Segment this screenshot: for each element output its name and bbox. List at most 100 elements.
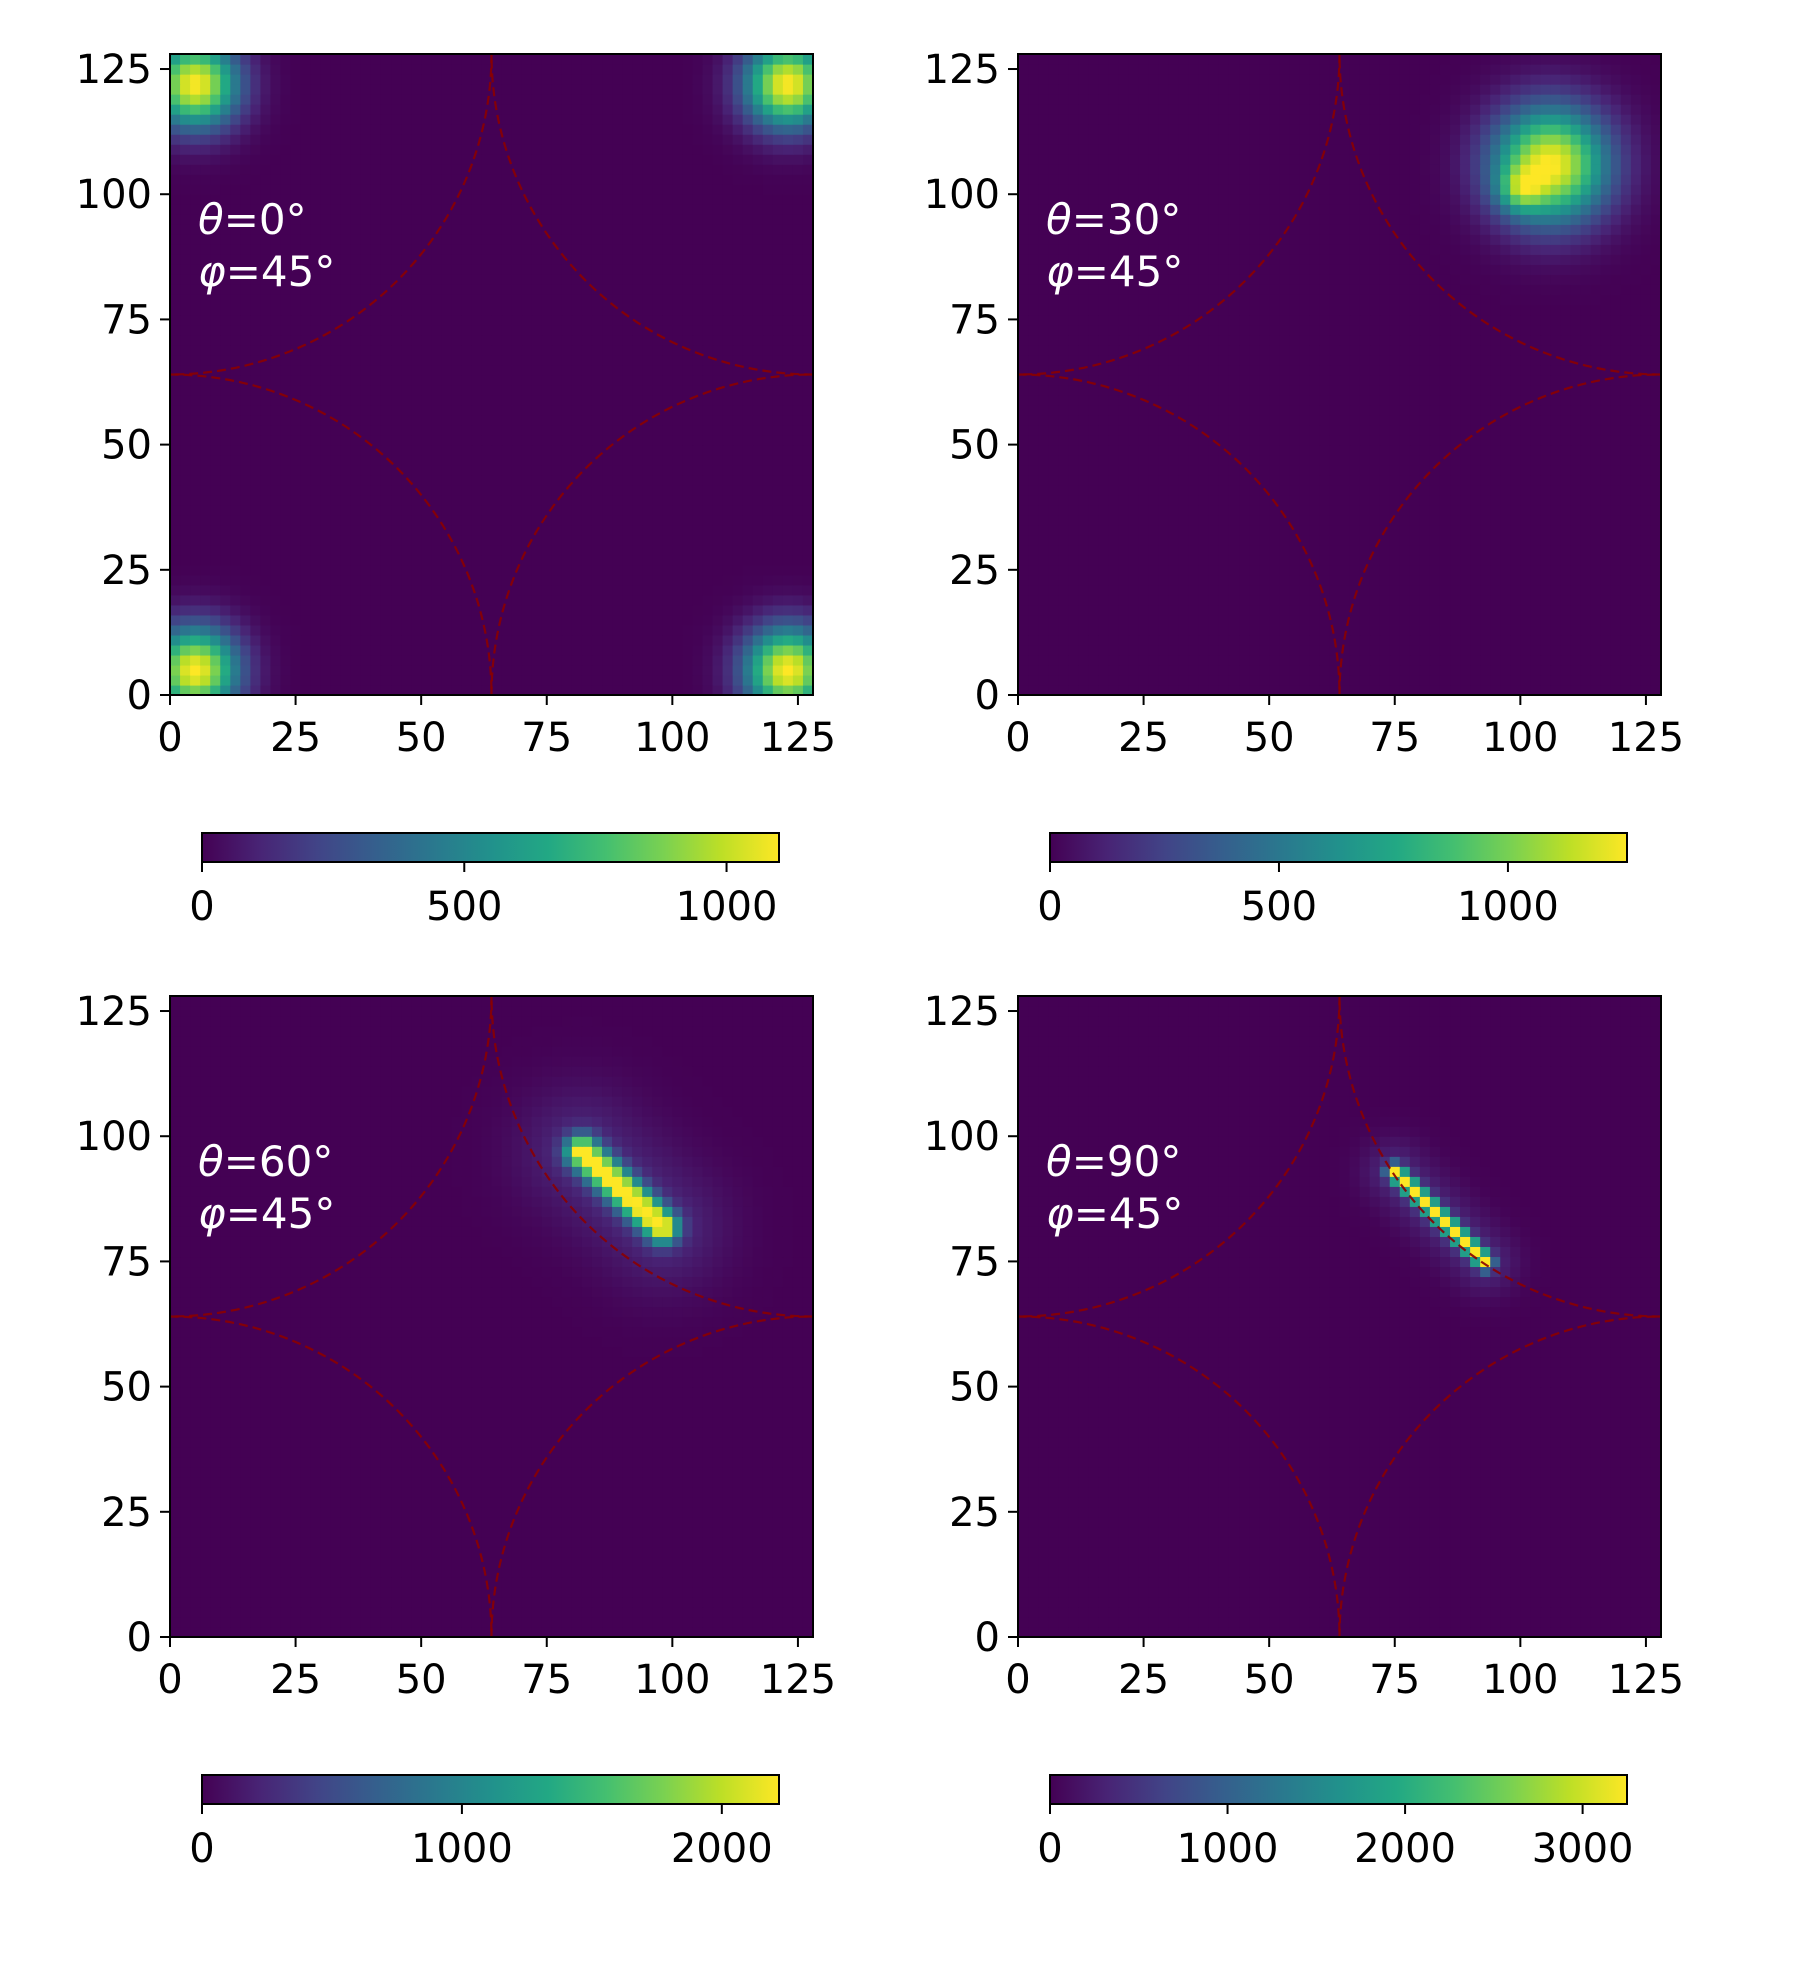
heatmap-cell (551, 94, 563, 105)
heatmap-cell (441, 124, 452, 135)
heatmap-cell (170, 554, 181, 566)
heatmap-cell (1128, 624, 1140, 636)
heatmap-cell (220, 214, 231, 225)
heatmap-cell (431, 594, 442, 606)
heatmap-cell (1249, 554, 1260, 566)
heatmap-cell (1138, 654, 1150, 666)
heatmap-cell (521, 74, 533, 85)
heatmap-cell (200, 354, 211, 366)
heatmap-cell (581, 364, 593, 376)
heatmap-cell (380, 604, 392, 616)
heatmap-cell (471, 134, 483, 145)
heatmap-cell (290, 564, 302, 576)
heatmap-cell (632, 124, 643, 135)
heatmap-cell (180, 204, 191, 215)
heatmap-cell (581, 104, 593, 115)
heatmap-cell (401, 464, 412, 476)
heatmap-cell (250, 474, 262, 486)
heatmap-cell (1259, 594, 1270, 606)
heatmap-cell (1540, 574, 1552, 586)
heatmap-cell (632, 84, 643, 95)
heatmap-cell (451, 134, 462, 145)
heatmap-cell (692, 344, 704, 356)
heatmap-cell (1640, 594, 1652, 606)
heatmap-cell (411, 184, 422, 195)
heatmap-cell (310, 194, 322, 205)
heatmap-cell (742, 224, 754, 235)
heatmap-cell (1510, 604, 1521, 616)
heatmap-cell (1409, 574, 1421, 586)
heatmap-cell (501, 84, 513, 95)
heatmap-cell (210, 404, 221, 416)
heatmap-cell (612, 684, 623, 696)
heatmap-cell (421, 504, 432, 516)
heatmap-cell (1249, 574, 1260, 586)
heatmap-cell (471, 144, 483, 155)
heatmap-cell (290, 494, 302, 506)
heatmap-cell (622, 204, 633, 215)
heatmap-cell (652, 164, 663, 175)
heatmap-cell (1419, 654, 1431, 666)
heatmap-cell (1218, 594, 1230, 606)
heatmap-cell (541, 644, 553, 656)
heatmap-cell (360, 144, 372, 155)
heatmap-cell (692, 524, 704, 536)
heatmap-cell (732, 544, 744, 556)
heatmap-cell (702, 434, 714, 446)
heatmap-cell (330, 274, 342, 285)
heatmap-cell (170, 334, 181, 346)
heatmap-cell (1108, 584, 1120, 596)
heatmap-cell (762, 604, 774, 616)
heatmap-cell (682, 214, 694, 225)
heatmap-cell (270, 254, 282, 265)
heatmap-cell (792, 414, 804, 426)
heatmap-cell (1640, 634, 1652, 646)
heatmap-cell (220, 404, 231, 416)
heatmap-cell (511, 314, 523, 326)
heatmap-cell (632, 424, 643, 436)
heatmap-cell (411, 474, 422, 486)
heatmap-cell (431, 94, 442, 105)
heatmap-cell (230, 234, 241, 245)
heatmap-cell (401, 494, 412, 506)
heatmap-cell (702, 454, 714, 466)
heatmap-cell (1470, 654, 1481, 666)
heatmap-cell (471, 644, 483, 656)
heatmap-cell (612, 314, 623, 326)
heatmap-cell (270, 474, 282, 486)
heatmap-cell (802, 234, 814, 245)
heatmap-cell (772, 534, 784, 546)
heatmap-cell (360, 604, 372, 616)
heatmap-cell (682, 594, 694, 606)
heatmap-cell (682, 654, 694, 666)
heatmap-cell (581, 434, 593, 446)
heatmap-cell (1208, 594, 1220, 606)
heatmap-cell (1058, 674, 1069, 686)
heatmap-cell (722, 384, 734, 396)
heatmap-cell (722, 334, 734, 346)
heatmap-cell (782, 394, 794, 406)
heatmap-cell (290, 144, 302, 155)
heatmap-cell (260, 504, 272, 516)
heatmap-cell (1419, 634, 1431, 646)
heatmap-cell (632, 324, 643, 336)
heatmap-cell (521, 654, 533, 666)
heatmap-cell (391, 494, 402, 506)
heatmap-cell (1329, 644, 1341, 656)
heatmap-cell (742, 94, 754, 105)
heatmap-cell (270, 584, 282, 596)
heatmap-cell (762, 404, 774, 416)
heatmap-cell (692, 374, 704, 386)
heatmap-cell (1399, 594, 1411, 606)
heatmap-cell (632, 314, 643, 326)
heatmap-cell (632, 624, 643, 636)
heatmap-cell (240, 454, 251, 466)
heatmap-cell (772, 324, 784, 336)
heatmap-cell (260, 384, 272, 396)
heatmap-cell (732, 54, 744, 65)
heatmap-cell (1600, 564, 1612, 576)
heatmap-cell (180, 574, 191, 586)
heatmap-cell (220, 284, 231, 295)
heatmap-cell (782, 374, 794, 386)
heatmap-cell (270, 404, 282, 416)
